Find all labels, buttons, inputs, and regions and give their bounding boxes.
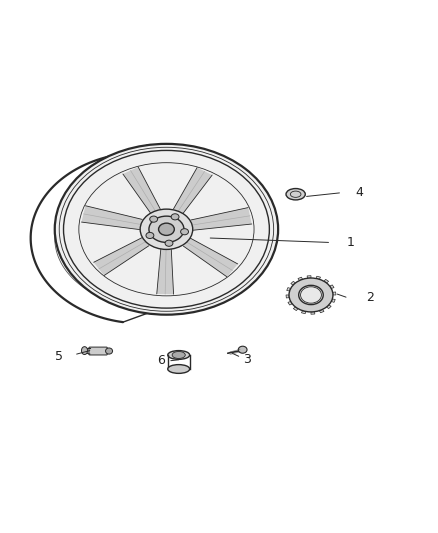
Polygon shape	[291, 281, 296, 285]
Polygon shape	[311, 312, 315, 314]
Ellipse shape	[165, 240, 173, 246]
Text: 2: 2	[366, 290, 374, 304]
Ellipse shape	[168, 365, 190, 374]
Ellipse shape	[55, 144, 278, 314]
Ellipse shape	[149, 216, 184, 243]
Ellipse shape	[286, 189, 305, 200]
Polygon shape	[94, 237, 149, 276]
Ellipse shape	[168, 351, 190, 359]
Ellipse shape	[106, 348, 113, 354]
Ellipse shape	[289, 278, 333, 312]
Ellipse shape	[146, 232, 154, 239]
Polygon shape	[330, 285, 334, 288]
Text: 3: 3	[244, 353, 251, 366]
Polygon shape	[307, 276, 311, 278]
Ellipse shape	[172, 351, 185, 359]
Text: 6: 6	[157, 354, 165, 367]
Polygon shape	[326, 305, 331, 309]
Polygon shape	[123, 167, 160, 213]
Text: 4: 4	[355, 187, 363, 199]
Polygon shape	[331, 299, 335, 302]
Polygon shape	[184, 238, 238, 277]
Polygon shape	[293, 307, 298, 311]
Polygon shape	[288, 302, 292, 305]
Ellipse shape	[238, 346, 247, 353]
Text: 1: 1	[346, 236, 354, 249]
Polygon shape	[157, 249, 173, 294]
Ellipse shape	[150, 216, 158, 222]
Polygon shape	[301, 311, 306, 314]
Polygon shape	[287, 288, 291, 291]
Polygon shape	[324, 279, 328, 283]
Ellipse shape	[285, 274, 337, 315]
Polygon shape	[81, 206, 142, 230]
Ellipse shape	[140, 209, 193, 249]
Ellipse shape	[81, 346, 88, 354]
Polygon shape	[333, 292, 336, 295]
Ellipse shape	[299, 285, 323, 304]
Text: 5: 5	[55, 350, 63, 363]
Ellipse shape	[180, 229, 188, 235]
Polygon shape	[319, 310, 324, 313]
Polygon shape	[298, 277, 303, 280]
Polygon shape	[316, 276, 321, 279]
Polygon shape	[173, 167, 212, 214]
Ellipse shape	[159, 223, 174, 236]
Polygon shape	[286, 295, 289, 298]
Polygon shape	[191, 207, 252, 230]
Ellipse shape	[171, 214, 179, 220]
FancyBboxPatch shape	[89, 347, 107, 355]
